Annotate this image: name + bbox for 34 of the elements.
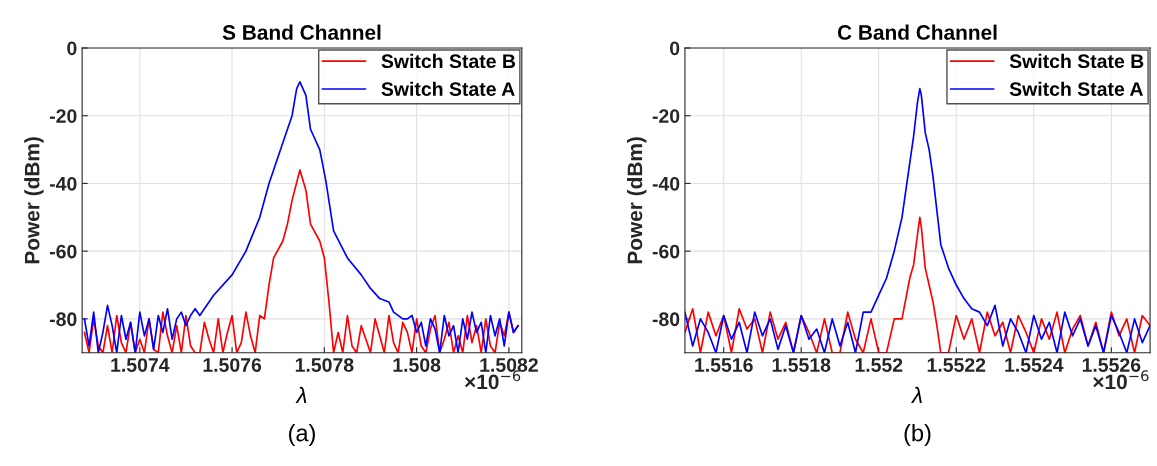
y-tick-label: 0 (67, 41, 77, 56)
y-tick-label: -80 (49, 312, 77, 327)
line-series (83, 81, 519, 353)
y-axis-title: Power (dBm) (627, 137, 647, 264)
y-tick-label: -40 (652, 176, 680, 191)
chart-title: S Band Channel (222, 24, 381, 40)
legend-label: Switch State B (381, 53, 516, 69)
text: (a) (289, 424, 315, 447)
y-tick-label: -60 (652, 244, 680, 259)
text: (b) (904, 424, 931, 447)
x-tick-label: 1.5074 (111, 358, 170, 372)
y-tick-label: -60 (49, 244, 77, 259)
y-tick-label: -80 (652, 312, 680, 327)
x-tick-label: 1.5518 (772, 358, 831, 372)
y-tick-label: -20 (49, 109, 77, 123)
y-tick-label: -20 (652, 109, 680, 123)
y-axis-title: Power (dBm) (24, 137, 44, 264)
x-axis-title: λ (295, 386, 307, 403)
legend-label: Switch State A (381, 81, 515, 96)
y-tick-label: 0 (670, 41, 680, 56)
x-tick-label: 1.552 (855, 358, 903, 372)
legend-label: Switch State B (1009, 53, 1144, 69)
legend-label: Switch State A (1009, 81, 1143, 96)
x-tick-label: 1.5526 (1082, 358, 1141, 372)
x-tick-label: 1.5076 (203, 358, 262, 372)
x-tick-label: 1.508 (393, 358, 441, 372)
x-tick-label: 1.5522 (927, 358, 986, 372)
x-tick-label: 1.5516 (695, 358, 753, 372)
x-tick-label: 1.5078 (295, 358, 354, 372)
y-tick-label: -40 (49, 176, 77, 191)
chart-title: C Band Channel (837, 24, 997, 40)
x-axis-title: λ (911, 386, 922, 403)
x-tick-label: 1.5524 (1005, 358, 1064, 372)
x-tick-label: 1.5082 (480, 358, 538, 372)
